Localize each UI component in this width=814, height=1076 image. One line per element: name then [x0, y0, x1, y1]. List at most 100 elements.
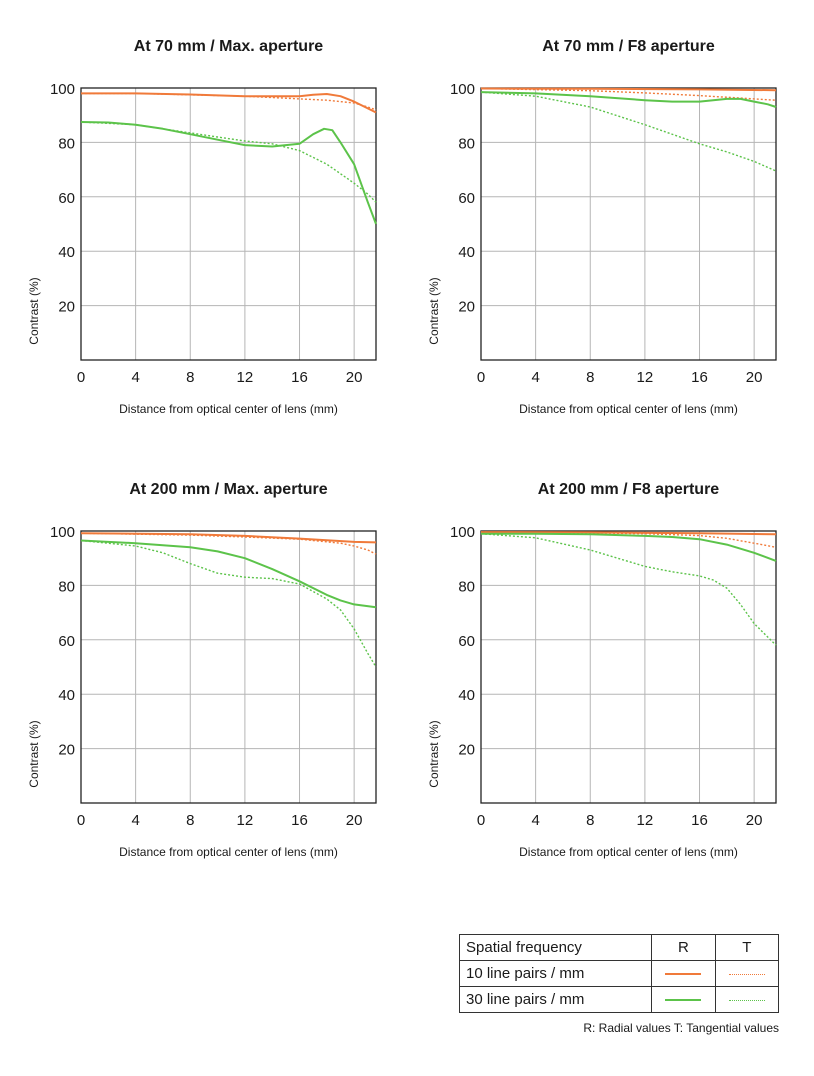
- y-tick-label: 100: [50, 524, 75, 541]
- grid: [481, 531, 776, 803]
- series-30-line-pairs-mm-r: [481, 532, 777, 562]
- x-tick-label: 16: [691, 369, 708, 386]
- plot-frame: [80, 87, 377, 361]
- y-tick-label: 40: [458, 687, 475, 704]
- x-tick-label: 12: [637, 812, 654, 829]
- y-tick-label: 60: [458, 633, 475, 650]
- y-tick-label: 40: [458, 244, 475, 261]
- legend-swatch-30-t: [714, 986, 780, 1013]
- y-tick-label: 80: [58, 135, 75, 152]
- series-10-line-pairs-mm-t: [480, 531, 777, 548]
- x-axis-label: Distance from optical center of lens (mm…: [119, 402, 338, 416]
- x-tick-label: 4: [131, 369, 139, 386]
- y-tick-label: 60: [458, 190, 475, 207]
- y-tick-label: 20: [58, 299, 75, 316]
- y-tick-label: 100: [450, 524, 475, 541]
- x-tick-label: 20: [746, 369, 763, 386]
- legend-col-r: R: [651, 934, 716, 961]
- y-tick-label: 20: [458, 299, 475, 316]
- y-tick-label: 60: [58, 633, 75, 650]
- mtf-chart-70mm-f8: At 70 mm / F8 aperture 0 4 8 12 16 20 20 40 60 80 1…: [420, 30, 814, 430]
- y-tick-label: 80: [458, 135, 475, 152]
- x-tick-label: 8: [586, 369, 594, 386]
- legend-header-row: Spatial frequency R T: [458, 934, 780, 961]
- plot-frame: [80, 530, 377, 804]
- series-30-line-pairs-mm-r: [80, 121, 377, 225]
- series-10-line-pairs-mm-t: [80, 532, 377, 555]
- x-tick-label: 8: [586, 812, 594, 829]
- x-tick-label: 4: [531, 812, 539, 829]
- x-tick-label: 16: [691, 812, 708, 829]
- x-tick-label: 0: [477, 369, 485, 386]
- mtf-chart-200mm-max: At 200 mm / Max. aperture 0 4 8 12 16 20 20 40 60…: [20, 473, 420, 873]
- series-10-line-pairs-mm-r: [80, 532, 377, 544]
- grid: [81, 531, 376, 803]
- legend-col-t: T: [714, 934, 780, 961]
- y-axis-label: Contrast (%): [427, 720, 441, 787]
- series-30-line-pairs-mm-r: [80, 539, 377, 609]
- y-tick-label: 20: [58, 742, 75, 759]
- x-tick-label: 20: [746, 812, 763, 829]
- series-10-line-pairs-mm-r: [480, 87, 777, 92]
- mtf-svg-1: At 70 mm / Max. aperture 0 4 8 12 16 20 20 40 60 8…: [27, 38, 377, 416]
- grid: [81, 88, 376, 360]
- legend-row-30lp: 30 line pairs / mm: [458, 986, 780, 1013]
- series-30-line-pairs-mm-r: [480, 91, 777, 108]
- x-tick-label: 8: [186, 812, 194, 829]
- legend-swatch-10-r: [651, 960, 716, 987]
- series-30-line-pairs-mm-t: [80, 539, 377, 668]
- series-30-line-pairs-mm-t: [80, 121, 377, 203]
- legend-swatch-30-r: [651, 986, 716, 1013]
- legend-row2-label: 30 line pairs / mm: [458, 986, 653, 1013]
- x-tick-label: 12: [237, 812, 254, 829]
- legend: Spatial frequency R T 10 line pairs / mm…: [458, 934, 780, 1035]
- legend-swatch-10-t: [714, 960, 780, 987]
- y-tick-label: 80: [58, 578, 75, 595]
- series-10-line-pairs-mm-t: [480, 87, 777, 101]
- x-axis-label: Distance from optical center of lens (mm…: [519, 402, 738, 416]
- x-tick-label: 12: [237, 369, 254, 386]
- x-tick-label: 0: [77, 369, 85, 386]
- mtf-chart-70mm-max: At 70 mm / Max. aperture 0 4 8 12 16 20 20 40 60 8…: [20, 30, 420, 430]
- series-10-line-pairs-mm-t: [81, 92, 377, 111]
- x-tick-label: 20: [346, 369, 363, 386]
- legend-header: Spatial frequency: [458, 934, 653, 961]
- x-axis-label: Distance from optical center of lens (mm…: [119, 845, 338, 859]
- x-tick-label: 8: [186, 369, 194, 386]
- plot-frame: [480, 530, 777, 804]
- grid: [481, 88, 776, 360]
- legend-row-10lp: 10 line pairs / mm: [458, 960, 780, 987]
- chart-title: At 70 mm / F8 aperture: [542, 38, 715, 55]
- series-30-line-pairs-mm-t: [480, 533, 777, 646]
- x-axis-label: Distance from optical center of lens (mm…: [519, 845, 738, 859]
- chart-title: At 200 mm / F8 aperture: [538, 481, 720, 498]
- x-tick-label: 12: [637, 369, 654, 386]
- y-axis-label: Contrast (%): [427, 277, 441, 344]
- chart-title: At 200 mm / Max. aperture: [129, 481, 327, 498]
- series-30-line-pairs-mm-t: [480, 91, 777, 172]
- chart-title: At 70 mm / Max. aperture: [134, 38, 324, 55]
- x-tick-label: 20: [346, 812, 363, 829]
- x-tick-label: 16: [291, 369, 308, 386]
- mtf-svg-3: At 200 mm / Max. aperture 0 4 8 12 16 20 20 40 60…: [27, 481, 377, 859]
- series-10-line-pairs-mm-r: [480, 531, 777, 536]
- x-tick-label: 0: [477, 812, 485, 829]
- legend-table: Spatial frequency R T 10 line pairs / mm…: [458, 934, 780, 1013]
- mtf-chart-200mm-f8: At 200 mm / F8 aperture 0 4 8 12 16 20 20 40 60 80…: [420, 473, 814, 873]
- series-10-line-pairs-mm-r: [81, 92, 377, 114]
- y-axis-label: Contrast (%): [27, 277, 41, 344]
- y-tick-label: 40: [58, 687, 75, 704]
- y-tick-label: 60: [58, 190, 75, 207]
- x-tick-label: 4: [131, 812, 139, 829]
- x-tick-label: 16: [291, 812, 308, 829]
- y-tick-label: 20: [458, 742, 475, 759]
- y-tick-label: 80: [458, 578, 475, 595]
- y-tick-label: 100: [50, 81, 75, 98]
- y-axis-label: Contrast (%): [27, 720, 41, 787]
- x-tick-label: 0: [77, 812, 85, 829]
- y-tick-label: 40: [58, 244, 75, 261]
- y-tick-label: 100: [450, 81, 475, 98]
- plot-frame: [480, 87, 777, 361]
- legend-row1-label: 10 line pairs / mm: [458, 960, 653, 987]
- mtf-svg-4: At 200 mm / F8 aperture 0 4 8 12 16 20 20 40 60 80…: [427, 481, 777, 859]
